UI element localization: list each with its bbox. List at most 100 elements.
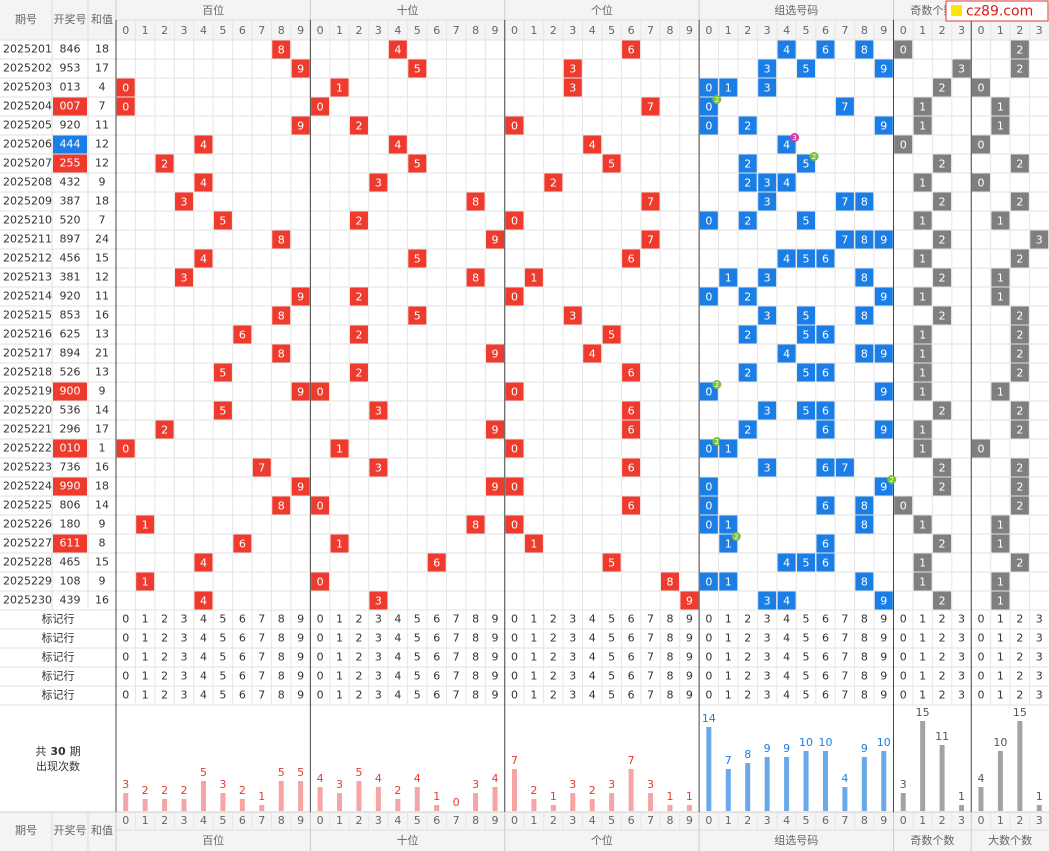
digit-footer: 0 <box>511 814 518 827</box>
group-cell-text: 9 <box>880 424 887 437</box>
position-cell-text: 4 <box>200 595 207 608</box>
marker-digit: 5 <box>414 689 421 702</box>
count-label: 5 <box>297 766 304 779</box>
big-cell-text: 2 <box>1016 44 1023 57</box>
odd-cell <box>933 534 952 553</box>
marker-digit: 2 <box>161 632 168 645</box>
big-cell <box>971 439 990 458</box>
group-cell <box>816 325 835 344</box>
position-cell <box>330 534 349 553</box>
group-cell-text: 9 <box>880 386 887 399</box>
marker-digit: 0 <box>122 651 129 664</box>
position-cell <box>155 420 174 439</box>
odd-cell <box>933 477 952 496</box>
period: 2025221 <box>3 423 52 436</box>
position-cell <box>408 306 427 325</box>
position-cell <box>641 230 660 249</box>
digit-header: 8 <box>472 24 479 37</box>
period: 2025226 <box>3 518 52 531</box>
marker-digit: 4 <box>394 670 401 683</box>
marker-digit: 3 <box>375 651 382 664</box>
position-cell <box>330 78 349 97</box>
digit-header: 3 <box>569 24 576 37</box>
marker-digit: 6 <box>239 613 246 626</box>
group-cell-text: 9 <box>880 291 887 304</box>
digit-footer: 2 <box>939 814 946 827</box>
group-title: 奇数个数 <box>910 4 954 17</box>
count-bar <box>959 805 965 811</box>
repeat-badge-text: 2 <box>715 381 719 389</box>
marker-digit: 7 <box>453 689 460 702</box>
position-cell <box>175 268 194 287</box>
group-cell-text: 0 <box>705 120 712 133</box>
marker-digit: 3 <box>958 613 965 626</box>
position-cell <box>641 192 660 211</box>
group-cell <box>797 306 816 325</box>
sum: 17 <box>95 62 109 75</box>
group-cell-text: 8 <box>861 272 868 285</box>
position-cell <box>349 325 368 344</box>
group-cell <box>699 572 718 591</box>
marker-digit: 2 <box>1016 651 1023 664</box>
marker-digit: 3 <box>569 670 576 683</box>
group-cell <box>719 439 738 458</box>
odd-cell-text: 0 <box>900 44 907 57</box>
marker-digit: 7 <box>258 651 265 664</box>
digit-header: 2 <box>161 24 168 37</box>
marker-digit: 6 <box>239 689 246 702</box>
position-cell-text: 1 <box>336 538 343 551</box>
group-cell-text: 2 <box>744 367 751 380</box>
count-label: 1 <box>686 790 693 803</box>
group-cell-text: 8 <box>861 44 868 57</box>
period: 2025223 <box>3 461 52 474</box>
big-cell-text: 1 <box>997 576 1004 589</box>
group-cell-text: 0 <box>705 519 712 532</box>
marker-digit: 4 <box>783 689 790 702</box>
position-cell-text: 2 <box>355 120 362 133</box>
count-label: 10 <box>877 736 891 749</box>
marker-digit: 1 <box>142 632 149 645</box>
column-header: 和值 <box>91 824 113 837</box>
count-bar <box>900 793 906 811</box>
odd-cell-text: 1 <box>919 177 926 190</box>
position-cell <box>116 78 135 97</box>
digit-footer: 3 <box>569 814 576 827</box>
position-cell <box>524 268 543 287</box>
column-header: 和值 <box>91 13 113 26</box>
period: 2025212 <box>3 252 52 265</box>
marker-digit: 7 <box>453 613 460 626</box>
sum: 18 <box>95 480 109 493</box>
odd-cell <box>913 553 932 572</box>
period: 2025218 <box>3 366 52 379</box>
number-highlight <box>53 382 87 401</box>
digit-footer: 6 <box>433 814 440 827</box>
big-cell-text: 2 <box>1016 196 1023 209</box>
marker-digit: 1 <box>142 651 149 664</box>
group-cell-text: 0 <box>705 82 712 95</box>
position-cell-text: 5 <box>219 215 226 228</box>
position-cell <box>563 59 582 78</box>
position-cell <box>641 97 660 116</box>
marker-digit: 2 <box>550 651 557 664</box>
group-cell <box>738 287 757 306</box>
draw-number: 736 <box>60 461 81 474</box>
position-cell-text: 3 <box>375 177 382 190</box>
draw-number: 255 <box>60 157 81 170</box>
digit-footer: 7 <box>647 814 654 827</box>
draw-number: 897 <box>60 233 81 246</box>
big-cell <box>991 515 1010 534</box>
big-cell-text: 2 <box>1016 500 1023 513</box>
marker-digit: 5 <box>219 670 226 683</box>
position-cell-text: 2 <box>355 215 362 228</box>
group-cell-text: 6 <box>822 462 829 475</box>
odd-cell-text: 1 <box>919 519 926 532</box>
group-cell-text: 0 <box>705 386 712 399</box>
period: 2025206 <box>3 138 52 151</box>
marker-digit: 1 <box>725 632 732 645</box>
group-title: 百位 <box>202 3 224 17</box>
marker-digit: 3 <box>375 689 382 702</box>
position-cell-text: 8 <box>278 310 285 323</box>
group-title: 奇数个数 <box>910 834 954 847</box>
group-cell <box>816 40 835 59</box>
